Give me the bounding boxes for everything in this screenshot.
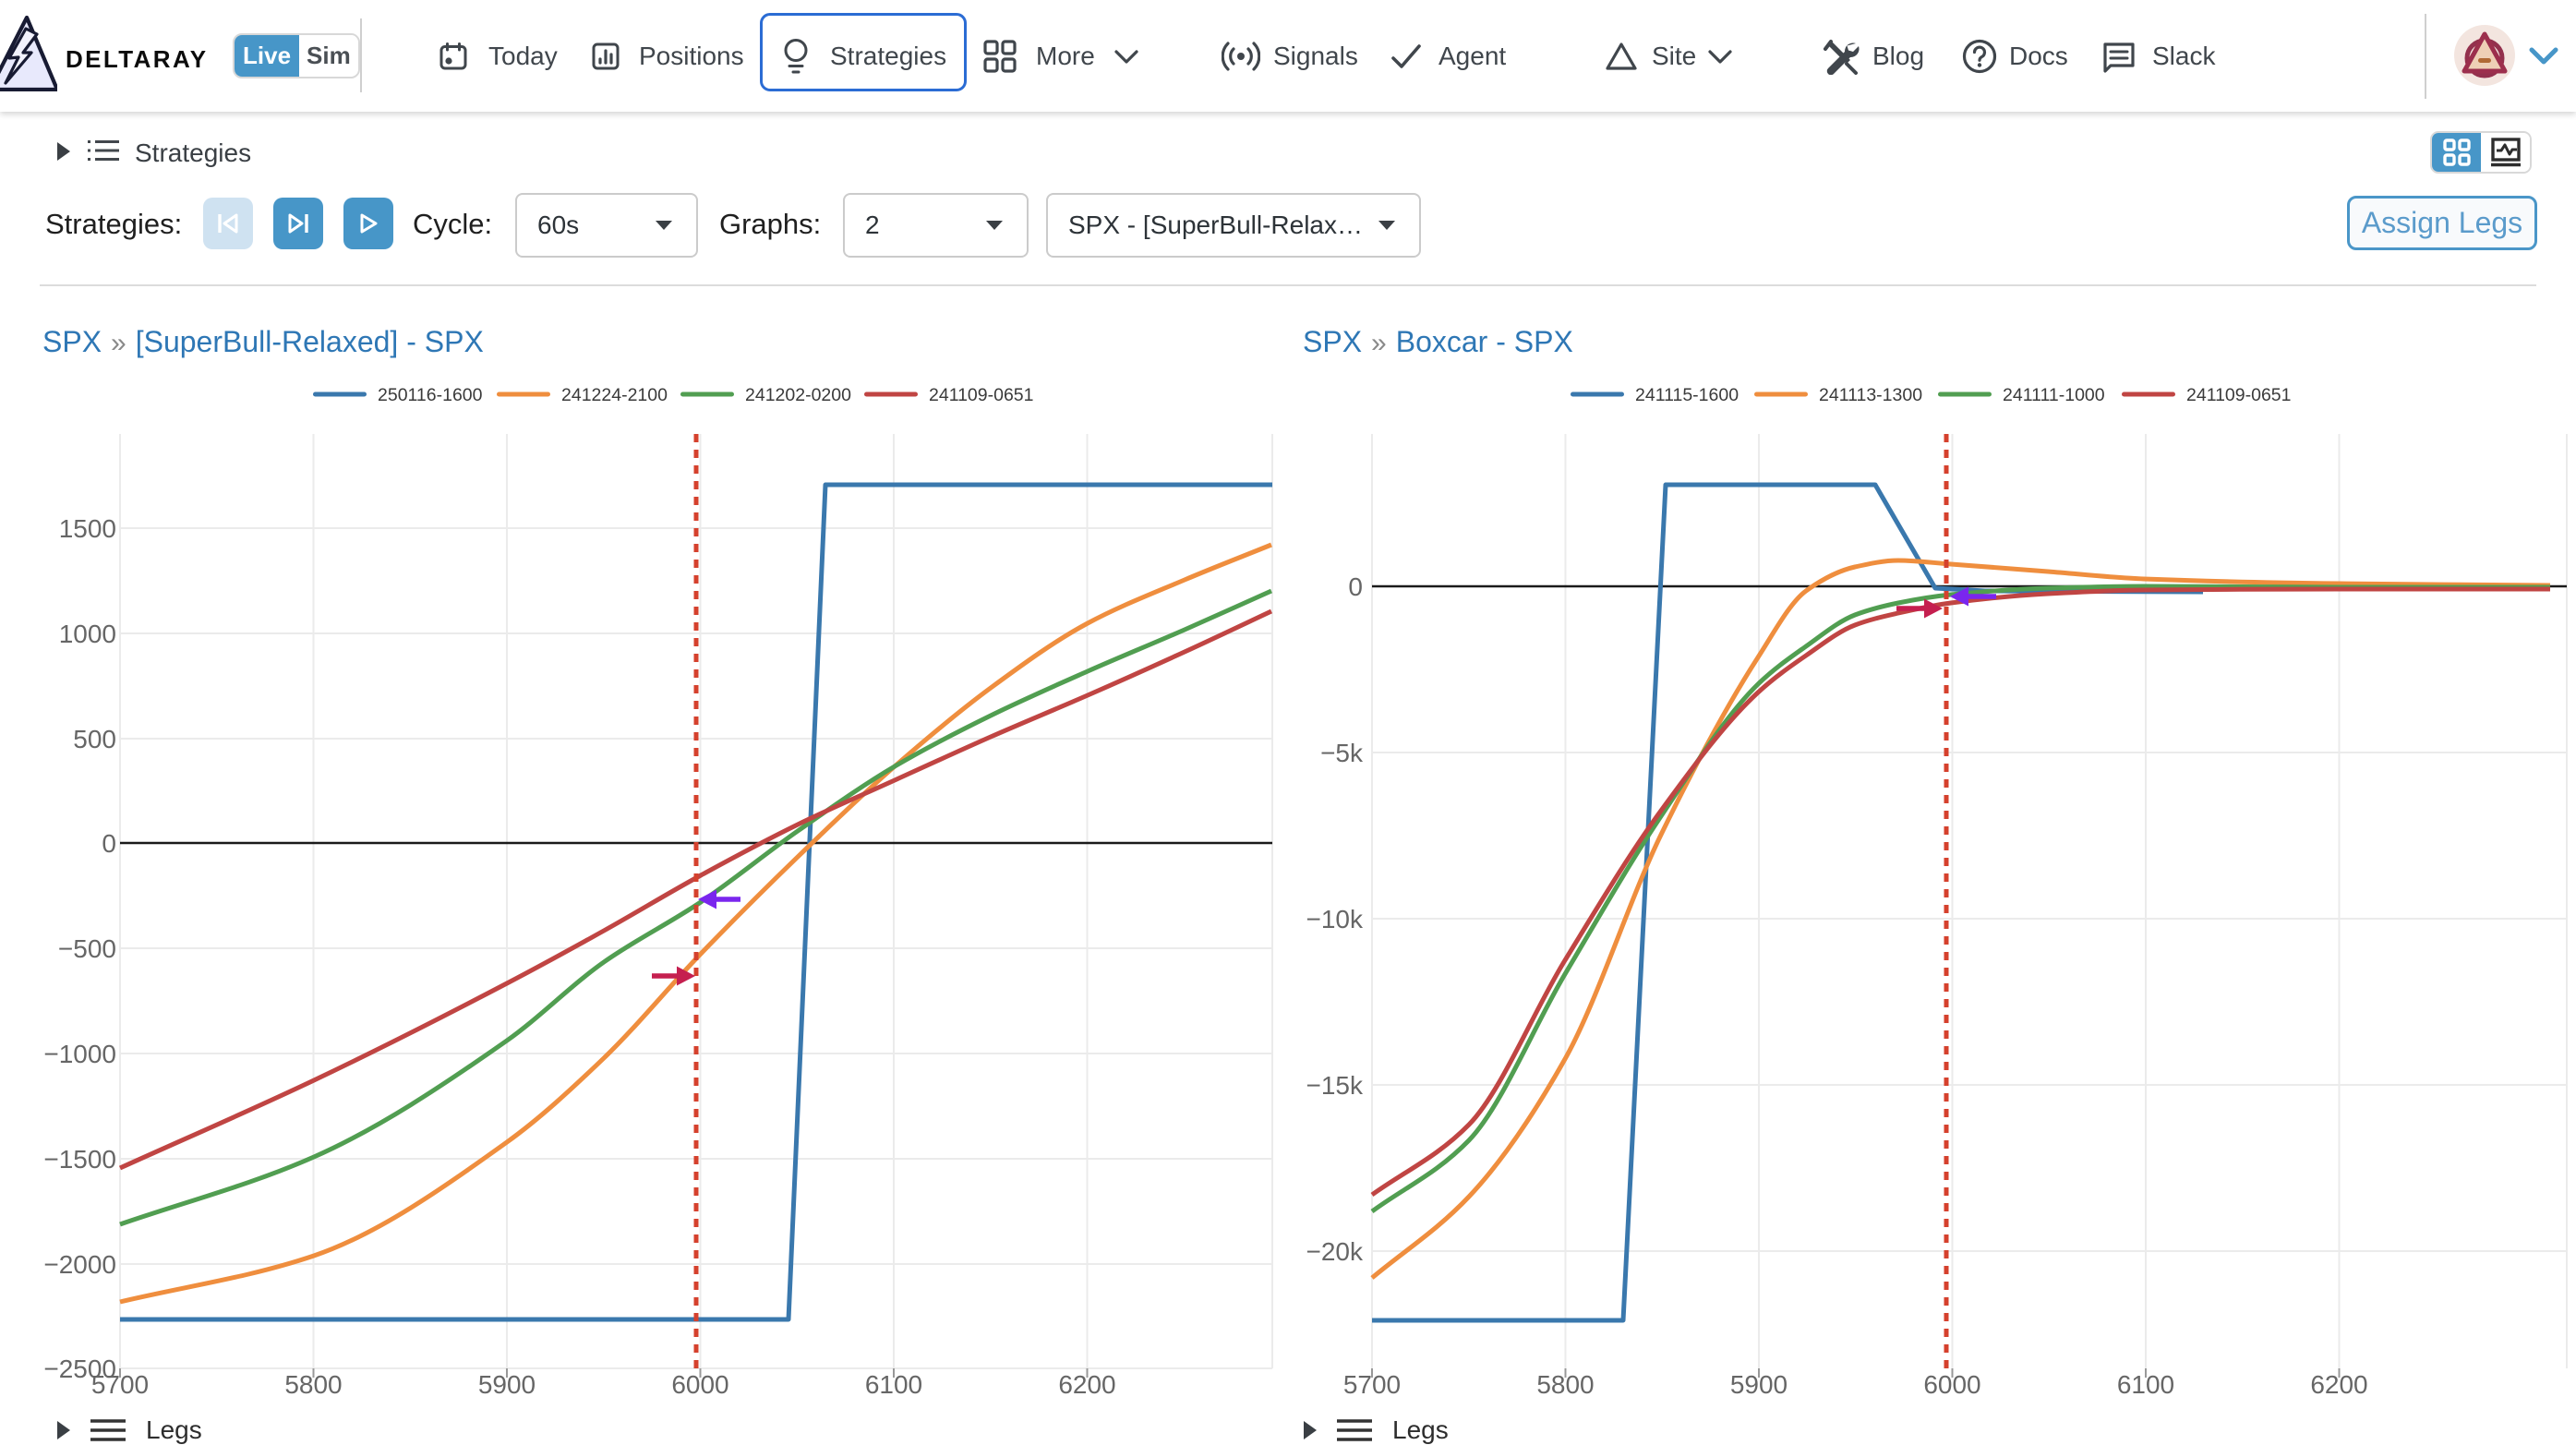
svg-text:241109-0651: 241109-0651 [2186,385,2292,405]
svg-text:1500: 1500 [59,514,116,543]
svg-text:−20k: −20k [1306,1237,1364,1266]
svg-text:−500: −500 [58,934,116,963]
svg-text:−5k: −5k [1320,739,1364,767]
svg-text:6100: 6100 [2117,1370,2174,1399]
svg-text:0: 0 [102,829,116,858]
svg-text:5900: 5900 [478,1370,536,1399]
svg-text:241109-0651: 241109-0651 [929,385,1034,405]
svg-text:6200: 6200 [1058,1370,1115,1399]
svg-text:6200: 6200 [2310,1370,2367,1399]
svg-text:−10k: −10k [1306,905,1364,933]
svg-text:6000: 6000 [671,1370,728,1399]
svg-text:5800: 5800 [1536,1370,1594,1399]
svg-text:241111-1000: 241111-1000 [2003,385,2105,405]
svg-text:5700: 5700 [1343,1370,1401,1399]
svg-text:5800: 5800 [284,1370,342,1399]
svg-text:241224-2100: 241224-2100 [561,385,668,405]
svg-text:241202-0200: 241202-0200 [745,385,851,405]
svg-text:250116-1600: 250116-1600 [378,385,483,405]
svg-text:500: 500 [73,725,116,753]
svg-text:241115-1600: 241115-1600 [1635,385,1739,405]
svg-text:0: 0 [1348,572,1363,601]
svg-text:6000: 6000 [1923,1370,1980,1399]
svg-text:−1000: −1000 [43,1040,116,1068]
svg-text:5900: 5900 [1730,1370,1788,1399]
svg-text:−2500: −2500 [43,1355,116,1383]
svg-text:−1500: −1500 [43,1145,116,1174]
svg-text:−15k: −15k [1306,1071,1364,1100]
svg-text:−2000: −2000 [43,1250,116,1279]
svg-text:5700: 5700 [91,1370,149,1399]
svg-text:6100: 6100 [865,1370,922,1399]
svg-text:1000: 1000 [59,620,116,648]
svg-text:241113-1300: 241113-1300 [1819,385,1922,405]
